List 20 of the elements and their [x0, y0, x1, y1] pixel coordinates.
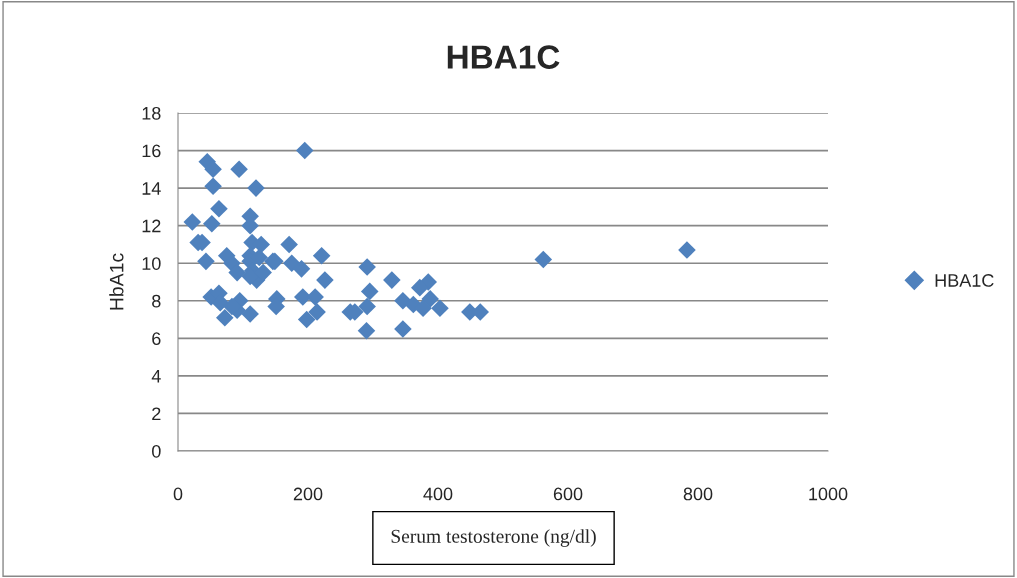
legend-label: HBA1C	[935, 274, 994, 287]
y-tick-label: 18	[142, 106, 161, 120]
y-tick-label: 6	[152, 332, 161, 346]
y-tick-label: 14	[142, 182, 161, 195]
y-tick-label: 0	[152, 444, 161, 458]
x-tick-label: 600	[553, 487, 583, 501]
y-tick-label: 10	[142, 257, 161, 270]
chart-title: HBA1C	[447, 45, 560, 69]
x-axis-title: Serum testosterone (ng/dl)	[391, 529, 596, 547]
x-tick-label: 800	[683, 487, 713, 501]
y-axis-title: HbA1c	[109, 253, 124, 310]
x-tick-label: 1000	[809, 487, 848, 501]
y-tick-label: 16	[142, 144, 161, 158]
x-tick-label: 400	[423, 487, 453, 501]
y-tick-label: 4	[151, 370, 161, 383]
y-tick-label: 8	[152, 294, 161, 308]
x-tick-label: 0	[173, 487, 183, 501]
y-tick-label: 2	[152, 407, 161, 420]
x-tick-label: 200	[293, 487, 323, 501]
y-tick-label: 12	[142, 219, 161, 233]
